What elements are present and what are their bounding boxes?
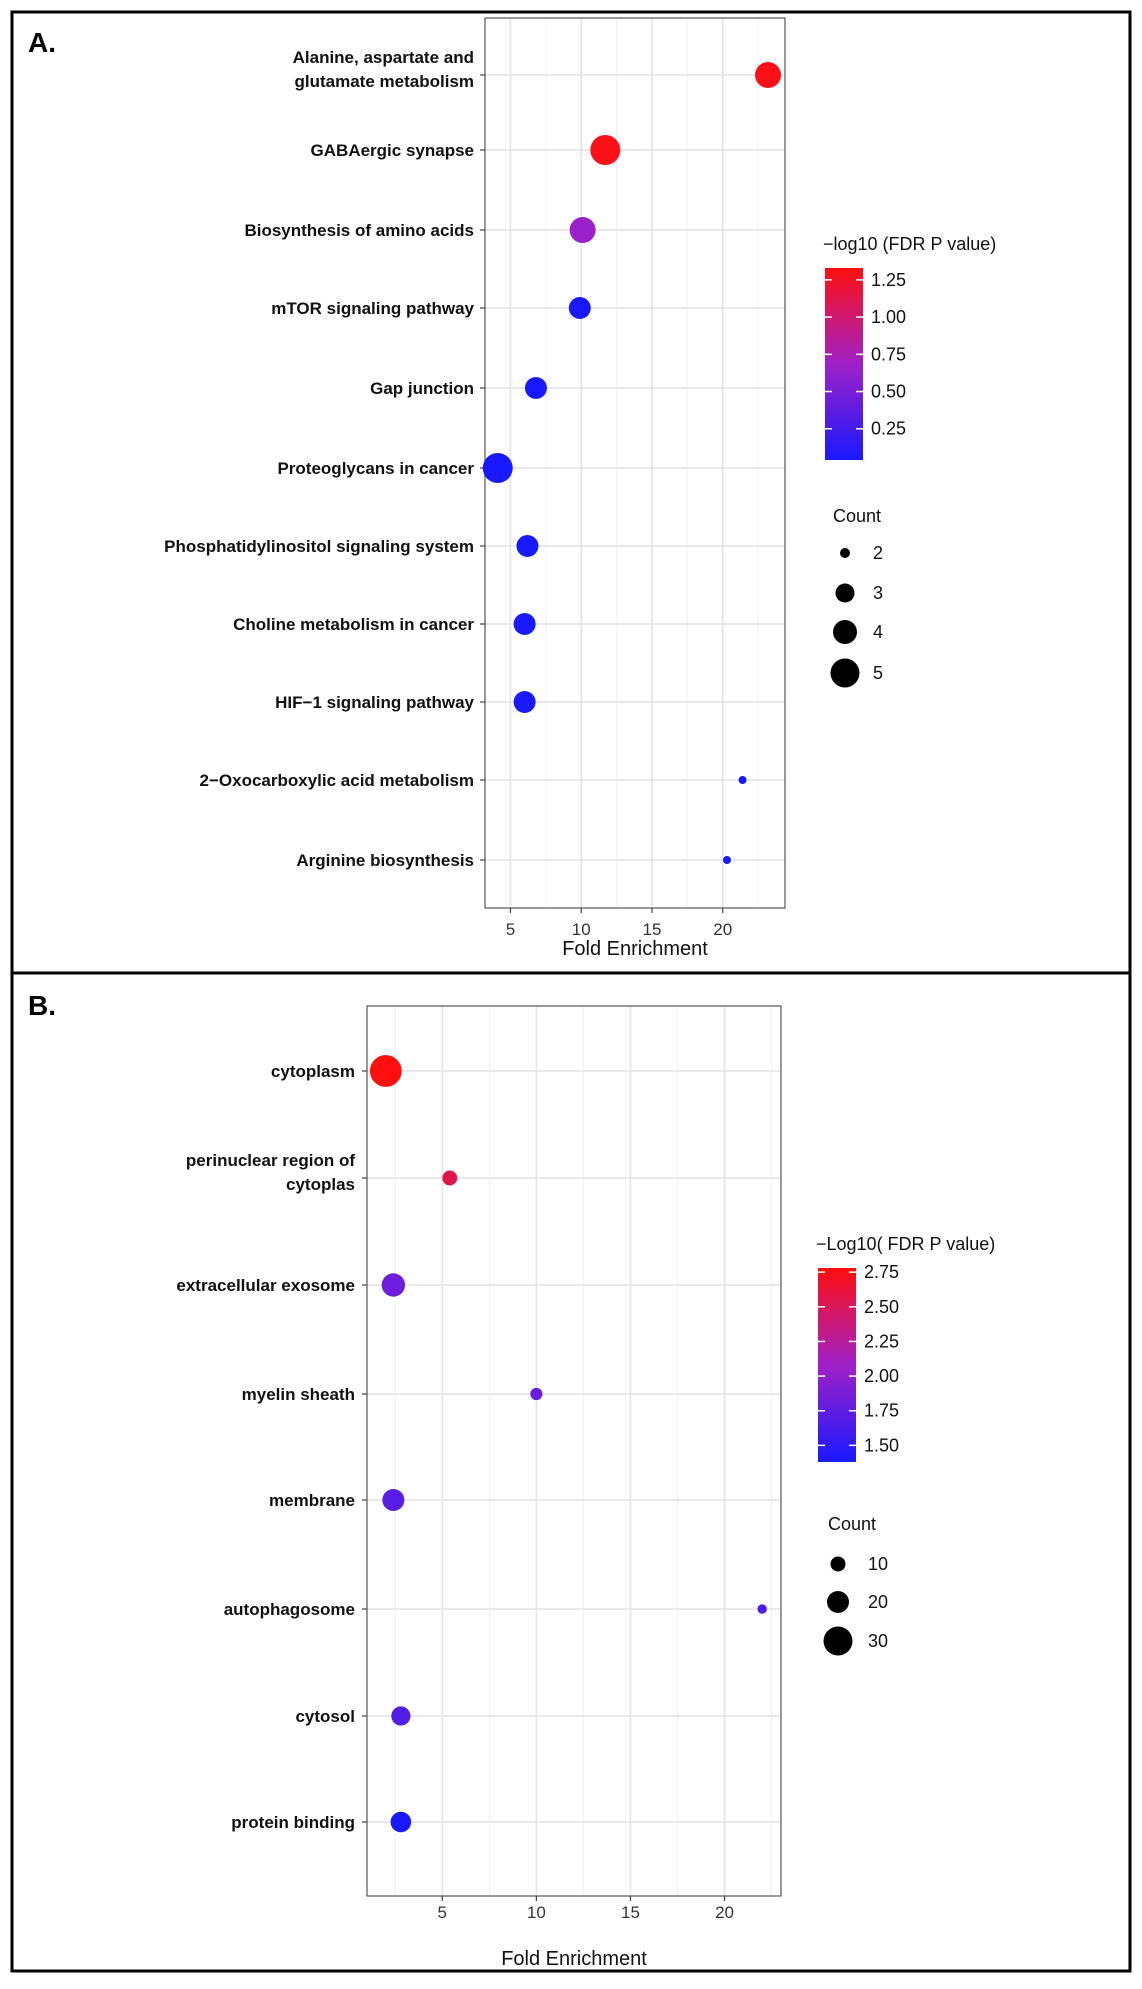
x-tick-label: 10 [527,1903,546,1922]
size-legend-dot [823,1626,853,1656]
size-legend-dot [830,658,860,688]
x-axis-title: Fold Enrichment [562,938,708,960]
size-legend-dot [840,548,850,558]
y-category-label: cytoplas [286,1175,355,1194]
data-point [590,135,621,165]
y-category-label: membrane [269,1491,355,1510]
colorbar-tick-label: 0.75 [871,344,906,364]
data-point [569,217,596,243]
y-category-label: perinuclear region of [186,1151,355,1170]
y-category-label: myelin sheath [242,1385,355,1404]
data-point [369,1055,402,1087]
y-category-label: protein binding [231,1813,355,1832]
colorbar-tick-label: 2.50 [864,1297,899,1317]
y-category-label: glutamate metabolism [295,72,475,91]
panel-b: B. 5 10 15 20 Fold Enrichment cytoplasm perinuc… [28,990,995,1970]
size-legend-label: 3 [873,583,883,603]
colorbar-tick-label: 2.25 [864,1331,899,1351]
data-point [513,691,536,713]
y-category-label: extracellular exosome [176,1276,355,1295]
size-legend-dot [835,583,855,603]
y-category-label: Biosynthesis of amino acids [244,221,474,240]
data-point [738,776,747,784]
data-point [755,62,782,88]
size-legend-dot [830,1556,846,1572]
y-category-label: cytosol [295,1707,355,1726]
size-legend-label: 2 [873,543,883,563]
panel-label: A. [28,27,56,58]
size-legend-title: Count [833,506,881,526]
colorbar-tick-label: 1.75 [864,1401,899,1421]
data-point [382,1489,405,1511]
y-category-label: Choline metabolism in cancer [233,615,474,634]
y-category-label: mTOR signaling pathway [271,299,474,318]
plot-area [367,1006,781,1896]
color-legend-title: −log10 (FDR P value) [823,234,996,254]
data-point [722,856,731,864]
x-tick-label: 15 [621,1903,640,1922]
data-point [757,1604,767,1614]
data-point [482,453,513,483]
x-tick-label: 5 [438,1903,447,1922]
color-legend-title: −Log10( FDR P value) [816,1234,995,1254]
size-legend-dot [833,620,857,644]
data-point [568,297,591,319]
panel-b-frame [10,971,1132,1973]
y-category-label: autophagosome [224,1600,355,1619]
colorbar-tick-label: 1.25 [871,270,906,290]
y-category-label: Proteoglycans in cancer [277,459,474,478]
data-point [442,1170,458,1186]
y-category-label: Alanine, aspartate and [293,48,474,67]
size-legend-title: Count [828,1514,876,1534]
x-tick-label: 10 [572,920,591,939]
y-category-label: Phosphatidylinositol signaling system [164,537,474,556]
plot-area [485,18,785,908]
size-legend-label: 20 [868,1592,888,1612]
x-tick-label: 5 [506,920,515,939]
colorbar-tick-label: 2.00 [864,1366,899,1386]
colorbar-tick-label: 0.25 [871,419,906,439]
colorbar-tick-label: 2.75 [864,1262,899,1282]
data-point [516,535,539,557]
data-point [524,377,547,399]
data-point [381,1273,406,1297]
colorbar-tick-label: 1.00 [871,307,906,327]
y-category-label: GABAergic synapse [311,141,474,160]
y-category-label: Gap junction [370,379,474,398]
size-legend-label: 4 [873,622,883,642]
size-legend-label: 30 [868,1631,888,1651]
colorbar-tick-label: 0.50 [871,382,906,402]
size-legend-dot [827,1591,849,1613]
x-tick-label: 15 [643,920,662,939]
y-category-label: HIF−1 signaling pathway [275,693,474,712]
data-point [390,1811,412,1833]
x-tick-label: 20 [715,1903,734,1922]
colorbar-tick-label: 1.50 [864,1435,899,1455]
size-legend-label: 5 [873,663,883,683]
colorbar [825,268,863,460]
data-point [530,1387,543,1401]
y-category-label: cytoplasm [271,1062,355,1081]
x-axis-title: Fold Enrichment [501,1948,647,1970]
panel-a: A. 5 10 15 20 Fold Enrichment Alanine, asparta… [28,17,996,960]
panel-label: B. [28,990,56,1021]
x-tick-label: 20 [713,920,732,939]
y-category-label: 2−Oxocarboxylic acid metabolism [200,771,474,790]
colorbar [818,1268,856,1462]
data-point [391,1706,411,1726]
data-point [513,613,536,635]
y-category-label: Arginine biosynthesis [296,851,474,870]
plot-border [366,1005,782,1897]
size-legend-label: 10 [868,1554,888,1574]
